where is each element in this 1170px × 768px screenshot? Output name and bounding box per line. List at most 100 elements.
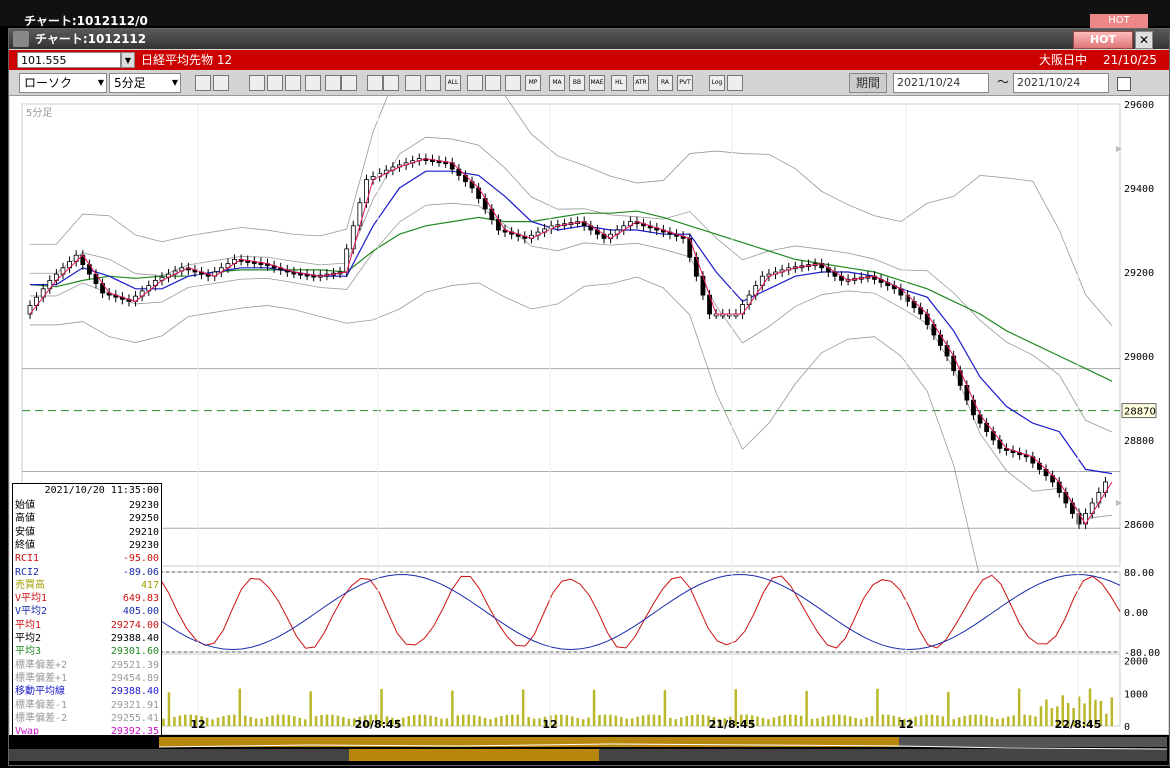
- script-icon[interactable]: [325, 75, 341, 91]
- panel-row: 高値 29250: [15, 512, 159, 525]
- price-chart-svg[interactable]: 28870 29600 29400 29200 29000 28800 28600 5分足 80…: [10, 96, 1168, 734]
- tool-icon[interactable]: [485, 75, 501, 91]
- volume-bar: [832, 714, 836, 726]
- panel-row-label: 標準偏差-2: [15, 712, 68, 724]
- volume-bar: [603, 714, 607, 726]
- rci-axis-label: -80.00: [1124, 648, 1160, 659]
- all-icon[interactable]: ALL: [445, 75, 461, 91]
- volume-bar: [467, 714, 470, 726]
- panel-row-label: 高値: [15, 513, 35, 525]
- volume-bar: [309, 691, 312, 726]
- pen-icon[interactable]: [341, 75, 357, 91]
- volume-bar: [189, 714, 192, 726]
- price-axis-label: 28600: [1124, 520, 1154, 531]
- date-range-separator: ～: [997, 75, 1010, 89]
- bollinger-band: [30, 276, 1113, 666]
- interval-select[interactable]: 5分足 ▼: [109, 73, 181, 93]
- volume-bar: [500, 716, 503, 726]
- search-chart-icon[interactable]: [267, 75, 283, 91]
- bollinger-band: [30, 136, 1113, 433]
- panel-row: 標準偏差+2 29521.39: [15, 659, 159, 672]
- overview-line: [158, 743, 1168, 750]
- volume-bar: [483, 717, 487, 726]
- panel-row-value: 29388.40: [110, 633, 159, 644]
- volume-bar: [429, 715, 432, 726]
- hot-button[interactable]: HOT: [1073, 31, 1133, 49]
- close-icon[interactable]: ✕: [1135, 31, 1153, 49]
- atr-icon[interactable]: ATR: [633, 75, 649, 91]
- scroll-marker-icon: [1116, 146, 1122, 152]
- date-from-field[interactable]: 2021/10/24: [893, 73, 989, 93]
- panel-row-label: 標準偏差-1: [15, 699, 68, 711]
- background-hot-badge[interactable]: HOT: [1090, 14, 1148, 28]
- volume-bar: [260, 718, 263, 726]
- mp-icon[interactable]: MP: [525, 75, 541, 91]
- panel-row: 標準偏差-1 29321.91: [15, 699, 159, 712]
- hl-icon[interactable]: HL: [611, 75, 627, 91]
- background-window-strip: [0, 0, 1170, 26]
- volume-bar: [680, 717, 683, 726]
- toolbar: ローソク ▼ 5分足 ▼ ALL MP MA BB MAE HL ATR RA PVT Log 期間 …: [9, 71, 1169, 96]
- volume-bar: [543, 716, 547, 726]
- chart-area[interactable]: 28870 29600 29400 29200 29000 28800 28600 5分足 80…: [10, 96, 1168, 737]
- refresh-icon[interactable]: [383, 75, 399, 91]
- pvt-icon[interactable]: PVT: [677, 75, 693, 91]
- volume-bar: [1017, 688, 1021, 726]
- arrow-icon[interactable]: [367, 75, 383, 91]
- date-range-checkbox[interactable]: [1117, 77, 1131, 91]
- chart-scrollbar[interactable]: [9, 735, 1169, 765]
- chevron-down-icon: ▼: [171, 78, 178, 87]
- volume-bar: [952, 719, 955, 726]
- volume-bar: [238, 688, 242, 726]
- panel-row-value: 29521.39: [110, 659, 159, 671]
- log-icon[interactable]: Log: [709, 75, 725, 91]
- volume-bar: [789, 714, 792, 726]
- chart-type-value: ローソク: [24, 76, 73, 90]
- chart-type-select[interactable]: ローソク ▼: [19, 73, 107, 93]
- export-icon[interactable]: [727, 75, 743, 91]
- bar-icon[interactable]: [425, 75, 441, 91]
- volume-bar: [581, 719, 585, 726]
- volume-bar: [222, 716, 225, 726]
- buy-icon[interactable]: [249, 75, 265, 91]
- panel-row-label: 終値: [15, 539, 35, 551]
- scroll-thumb[interactable]: [349, 749, 599, 761]
- volume-bar: [511, 714, 514, 726]
- volume-bar: [887, 714, 890, 726]
- volume-bar: [663, 690, 667, 726]
- zoom-icon[interactable]: [195, 75, 211, 91]
- ra-icon[interactable]: RA: [657, 75, 673, 91]
- trade-icon[interactable]: [305, 75, 321, 91]
- scroll-marker-icon: [1116, 500, 1122, 506]
- period-button[interactable]: 期間: [849, 73, 887, 93]
- compare-icon[interactable]: [285, 75, 301, 91]
- volume-bar: [194, 715, 198, 726]
- overview-track: [159, 737, 899, 747]
- overview-strip[interactable]: [9, 735, 1169, 765]
- volume-bar: [303, 719, 307, 726]
- cursor-icon[interactable]: [213, 75, 229, 91]
- scroll-track-left: [9, 749, 349, 761]
- volume-bar: [821, 716, 825, 726]
- volume-bar: [178, 715, 182, 726]
- settings-icon[interactable]: [467, 75, 483, 91]
- ma-icon[interactable]: MA: [549, 75, 565, 91]
- window-titlebar[interactable]: チャート:1012112 HOT ✕: [9, 29, 1169, 49]
- mae-icon[interactable]: MAE: [589, 75, 605, 91]
- color-icon[interactable]: [505, 75, 521, 91]
- panel-row-label: V平均2: [15, 606, 48, 618]
- volume-bar: [914, 716, 917, 726]
- panel-row-label: RCI2: [15, 566, 40, 578]
- code-input[interactable]: 101.555: [17, 52, 121, 68]
- bb-icon[interactable]: BB: [569, 75, 585, 91]
- volume-bar: [1045, 699, 1048, 726]
- volume-bar: [1094, 699, 1097, 726]
- code-dropdown-icon[interactable]: ▼: [121, 52, 135, 68]
- date-to-field[interactable]: 2021/10/24: [1013, 73, 1109, 93]
- volume-bar: [587, 717, 590, 726]
- panel-row-label: 平均1: [15, 619, 42, 631]
- candle-icon[interactable]: [405, 75, 421, 91]
- panel-row-value: 29230: [128, 500, 159, 511]
- volume-bar: [532, 718, 536, 726]
- volume-bar: [325, 714, 329, 726]
